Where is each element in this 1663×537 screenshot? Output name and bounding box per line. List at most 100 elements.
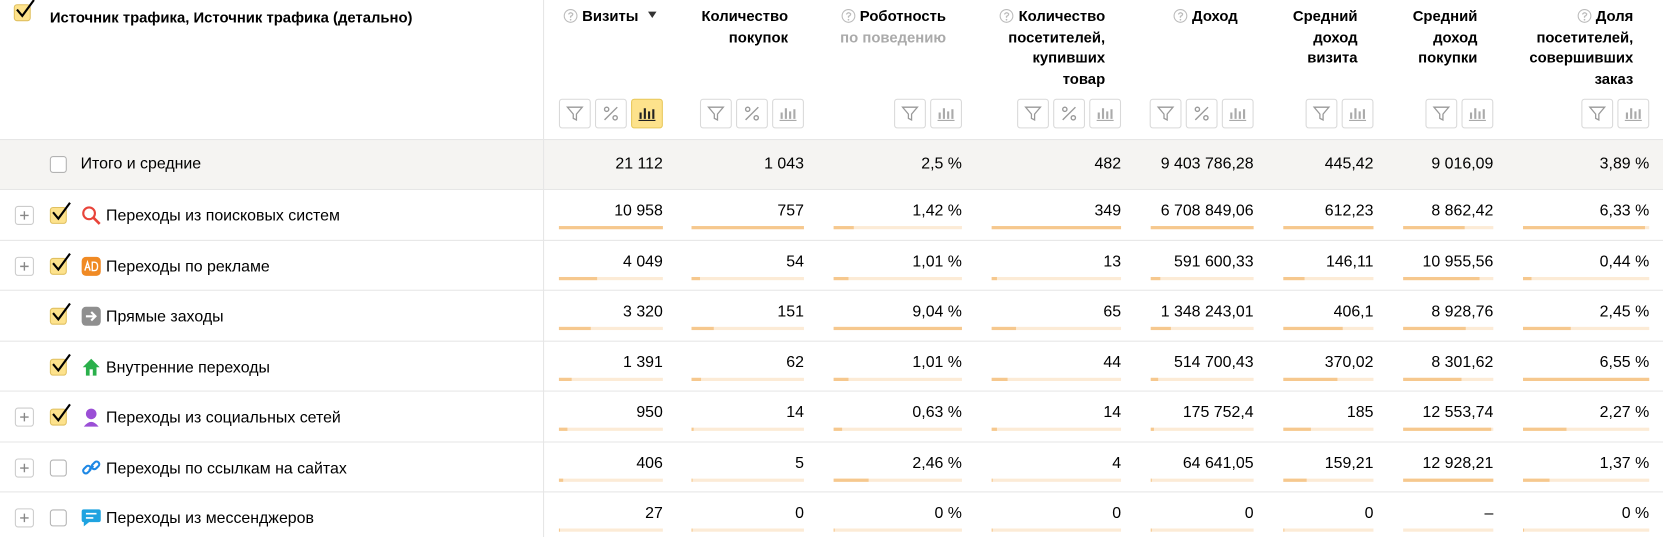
row-checkbox[interactable] xyxy=(49,403,71,426)
value-bar xyxy=(991,326,1016,331)
value-bar xyxy=(991,427,997,431)
filter-button[interactable] xyxy=(1425,98,1458,129)
filter-button[interactable] xyxy=(558,98,591,129)
cell-value: 370,02 xyxy=(1324,352,1374,371)
row-checkbox[interactable] xyxy=(49,156,67,173)
header-text: Количество xyxy=(701,7,789,25)
pct-button[interactable] xyxy=(1185,98,1218,129)
value-bar xyxy=(1283,528,1285,532)
row-separator xyxy=(0,239,1663,241)
cell-value: 62 xyxy=(786,352,804,371)
value-bar xyxy=(1150,326,1172,331)
bar-track xyxy=(1283,276,1374,280)
header-line: Доход xyxy=(1079,6,1238,27)
cell-value: 757 xyxy=(777,201,804,220)
header-line: товар xyxy=(946,68,1105,89)
filter-button[interactable] xyxy=(699,98,732,129)
cell-value: 159,21 xyxy=(1324,453,1374,472)
bar-track xyxy=(991,427,1122,431)
bars-button[interactable] xyxy=(1617,98,1650,129)
header-line: Количество xyxy=(946,6,1105,27)
pct-button[interactable] xyxy=(736,98,768,129)
cell-value: 175 752,4 xyxy=(1182,403,1254,422)
value-bar xyxy=(1403,478,1494,482)
bars-button[interactable] xyxy=(772,98,804,129)
value-bar xyxy=(558,326,591,331)
row-checkbox[interactable] xyxy=(49,458,67,476)
cell-value: 1 391 xyxy=(623,352,663,371)
bar-track xyxy=(1283,427,1374,431)
filter-button[interactable] xyxy=(1017,98,1049,129)
cell-value: 9,04 % xyxy=(912,302,962,321)
expand-button[interactable] xyxy=(14,457,34,478)
bar-track xyxy=(1150,276,1254,280)
row-separator xyxy=(0,139,1663,141)
bar-track xyxy=(1523,478,1650,482)
row-checkbox[interactable] xyxy=(49,202,71,224)
header-text: визита xyxy=(1307,48,1358,66)
select-all-checkbox[interactable] xyxy=(13,0,35,22)
bar-track xyxy=(1523,276,1650,280)
row-checkbox[interactable] xyxy=(49,252,71,275)
filter-button[interactable] xyxy=(1581,98,1614,129)
row-separator xyxy=(0,440,1663,443)
cell-value: 2,27 % xyxy=(1599,403,1650,422)
header-line: покупок xyxy=(629,27,788,48)
pct-button[interactable] xyxy=(594,98,627,129)
filter-button[interactable] xyxy=(1305,98,1338,129)
cell-value: 349 xyxy=(1094,201,1122,220)
pct-button[interactable] xyxy=(1053,98,1085,129)
cell-value: 146,11 xyxy=(1325,252,1374,271)
bar-track xyxy=(558,377,663,381)
expand-button[interactable] xyxy=(14,508,34,528)
expand-button[interactable] xyxy=(14,256,34,276)
bar-track xyxy=(1403,528,1494,532)
cell-value: 14 xyxy=(786,403,804,422)
cell-value: 6,55 % xyxy=(1599,352,1650,371)
cell-value: 44 xyxy=(1103,352,1122,371)
header-line: Средний xyxy=(1318,6,1478,27)
value-bar xyxy=(833,226,854,230)
cell-value: 612,23 xyxy=(1324,201,1374,220)
bars-button[interactable] xyxy=(1461,98,1494,129)
column-header: Роботность по поведению xyxy=(787,6,946,47)
header-text: покупки xyxy=(1418,48,1478,66)
bar-track xyxy=(991,528,1122,532)
value-bar xyxy=(558,528,560,532)
value-bar xyxy=(1523,427,1567,431)
cell-value: 6 708 849,06 xyxy=(1160,201,1254,220)
row-label: Внутренние переходы xyxy=(106,358,270,377)
row-checkbox[interactable] xyxy=(49,509,67,527)
value-bar xyxy=(558,478,563,482)
source-icon xyxy=(81,306,102,327)
value-bar xyxy=(1283,276,1305,280)
bars-button[interactable] xyxy=(1089,98,1122,129)
cell-value: 0 % xyxy=(1621,504,1650,523)
value-bar xyxy=(1283,478,1307,482)
bars-button[interactable] xyxy=(1221,98,1254,129)
cell-value: 1,01 % xyxy=(912,352,962,371)
value-bar xyxy=(691,326,714,331)
row-separator xyxy=(0,188,1663,190)
bar-track xyxy=(1523,326,1650,331)
header-line: посетителей, xyxy=(946,27,1105,48)
filter-button[interactable] xyxy=(1149,98,1182,129)
expand-button[interactable] xyxy=(14,205,34,225)
bar-track xyxy=(833,377,962,381)
column-divider xyxy=(543,0,545,537)
value-bar xyxy=(1403,427,1491,431)
bars-button[interactable] xyxy=(631,98,663,129)
filter-button[interactable] xyxy=(894,98,926,129)
row-checkbox[interactable] xyxy=(49,353,71,376)
row-checkbox[interactable] xyxy=(49,302,71,325)
expand-button[interactable] xyxy=(14,407,34,427)
bars-button[interactable] xyxy=(930,98,962,129)
cell-value: 4 049 xyxy=(623,252,663,271)
bars-button[interactable] xyxy=(1341,98,1374,129)
value-bar xyxy=(833,478,869,482)
value-bar xyxy=(1150,528,1152,532)
value-bar xyxy=(691,478,693,482)
cell-value: 3,89 % xyxy=(1599,154,1650,173)
header-text: совершивших xyxy=(1529,48,1634,66)
value-bar xyxy=(1523,276,1532,280)
